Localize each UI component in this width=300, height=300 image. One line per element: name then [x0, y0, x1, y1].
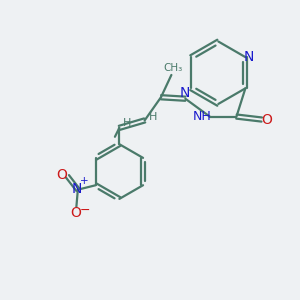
Text: +: + — [80, 176, 89, 186]
Text: H: H — [149, 112, 158, 122]
Text: H: H — [123, 118, 131, 128]
Text: N: N — [72, 182, 83, 196]
Text: O: O — [57, 168, 68, 182]
Text: N: N — [244, 50, 254, 64]
Text: O: O — [262, 112, 272, 127]
Text: N: N — [180, 86, 190, 100]
Text: −: − — [80, 204, 90, 217]
Text: NH: NH — [193, 110, 212, 123]
Text: CH₃: CH₃ — [163, 63, 182, 74]
Text: O: O — [70, 206, 81, 220]
